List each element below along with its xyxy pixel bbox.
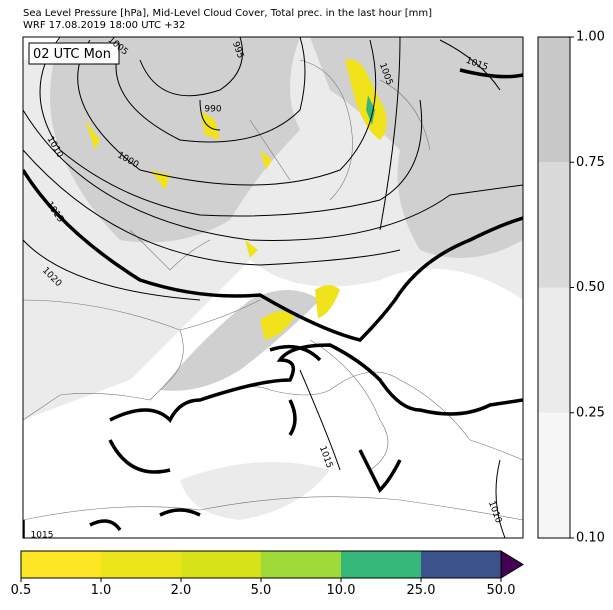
isobar [23,37,523,538]
isobar-label: 1015 [31,531,54,541]
precip-area [345,59,387,140]
title: Sea Level Pressure [hPa], Mid-Level Clou… [23,8,432,19]
colorbar-segment [538,412,570,538]
time-label: 02 UTC Mon [33,47,111,62]
precip-colorbar: 0.5 1.0 2.0 5.0 10.0 25.0 50.0 [11,550,524,598]
colorbar-tick-label: 25.0 [407,583,436,598]
colorbar-segment [538,287,570,413]
colorbar-tick-label: 0.10 [576,531,605,546]
colorbar-tick-label: 0.5 [11,583,32,598]
isobar-1015 [23,68,523,538]
colorbar-tick-label: 1.00 [576,30,605,45]
subtitle: WRF 17.08.2019 18:00 UTC +32 [23,20,185,31]
colorbar-tick-label: 2.0 [171,583,192,598]
colorbar-segment [421,551,501,578]
colorbar-segment [538,37,570,163]
time-box [28,42,120,65]
cloud-colorbar: 0.10 0.25 0.50 0.75 1.00 [537,30,605,546]
isobar-label: 990 [204,105,221,115]
colorbar-tick-label: 0.50 [576,280,605,295]
precip-area [366,95,375,125]
map-content [23,37,523,538]
colorbar-tick-label: 1.0 [91,583,112,598]
map-frame [22,36,524,539]
colorbar-segment [181,551,261,578]
colorbar-extend [500,550,524,579]
precip-area [260,285,340,340]
colorbar-tick-label: 10.0 [327,583,356,598]
colorbar-segment [101,551,181,578]
cloud-light [180,462,330,520]
colorbar-tick-label: 0.75 [576,155,605,170]
cloud-area [50,37,300,243]
colorbar-segment [341,551,421,578]
colorbar-segment [261,551,341,578]
colorbar-tick-label: 0.25 [576,405,605,420]
colorbar-tick-label: 5.0 [251,583,272,598]
colorbar-segment [538,162,570,288]
colorbar-tick-label: 50.0 [487,583,516,598]
colorbar-segment [21,551,101,578]
